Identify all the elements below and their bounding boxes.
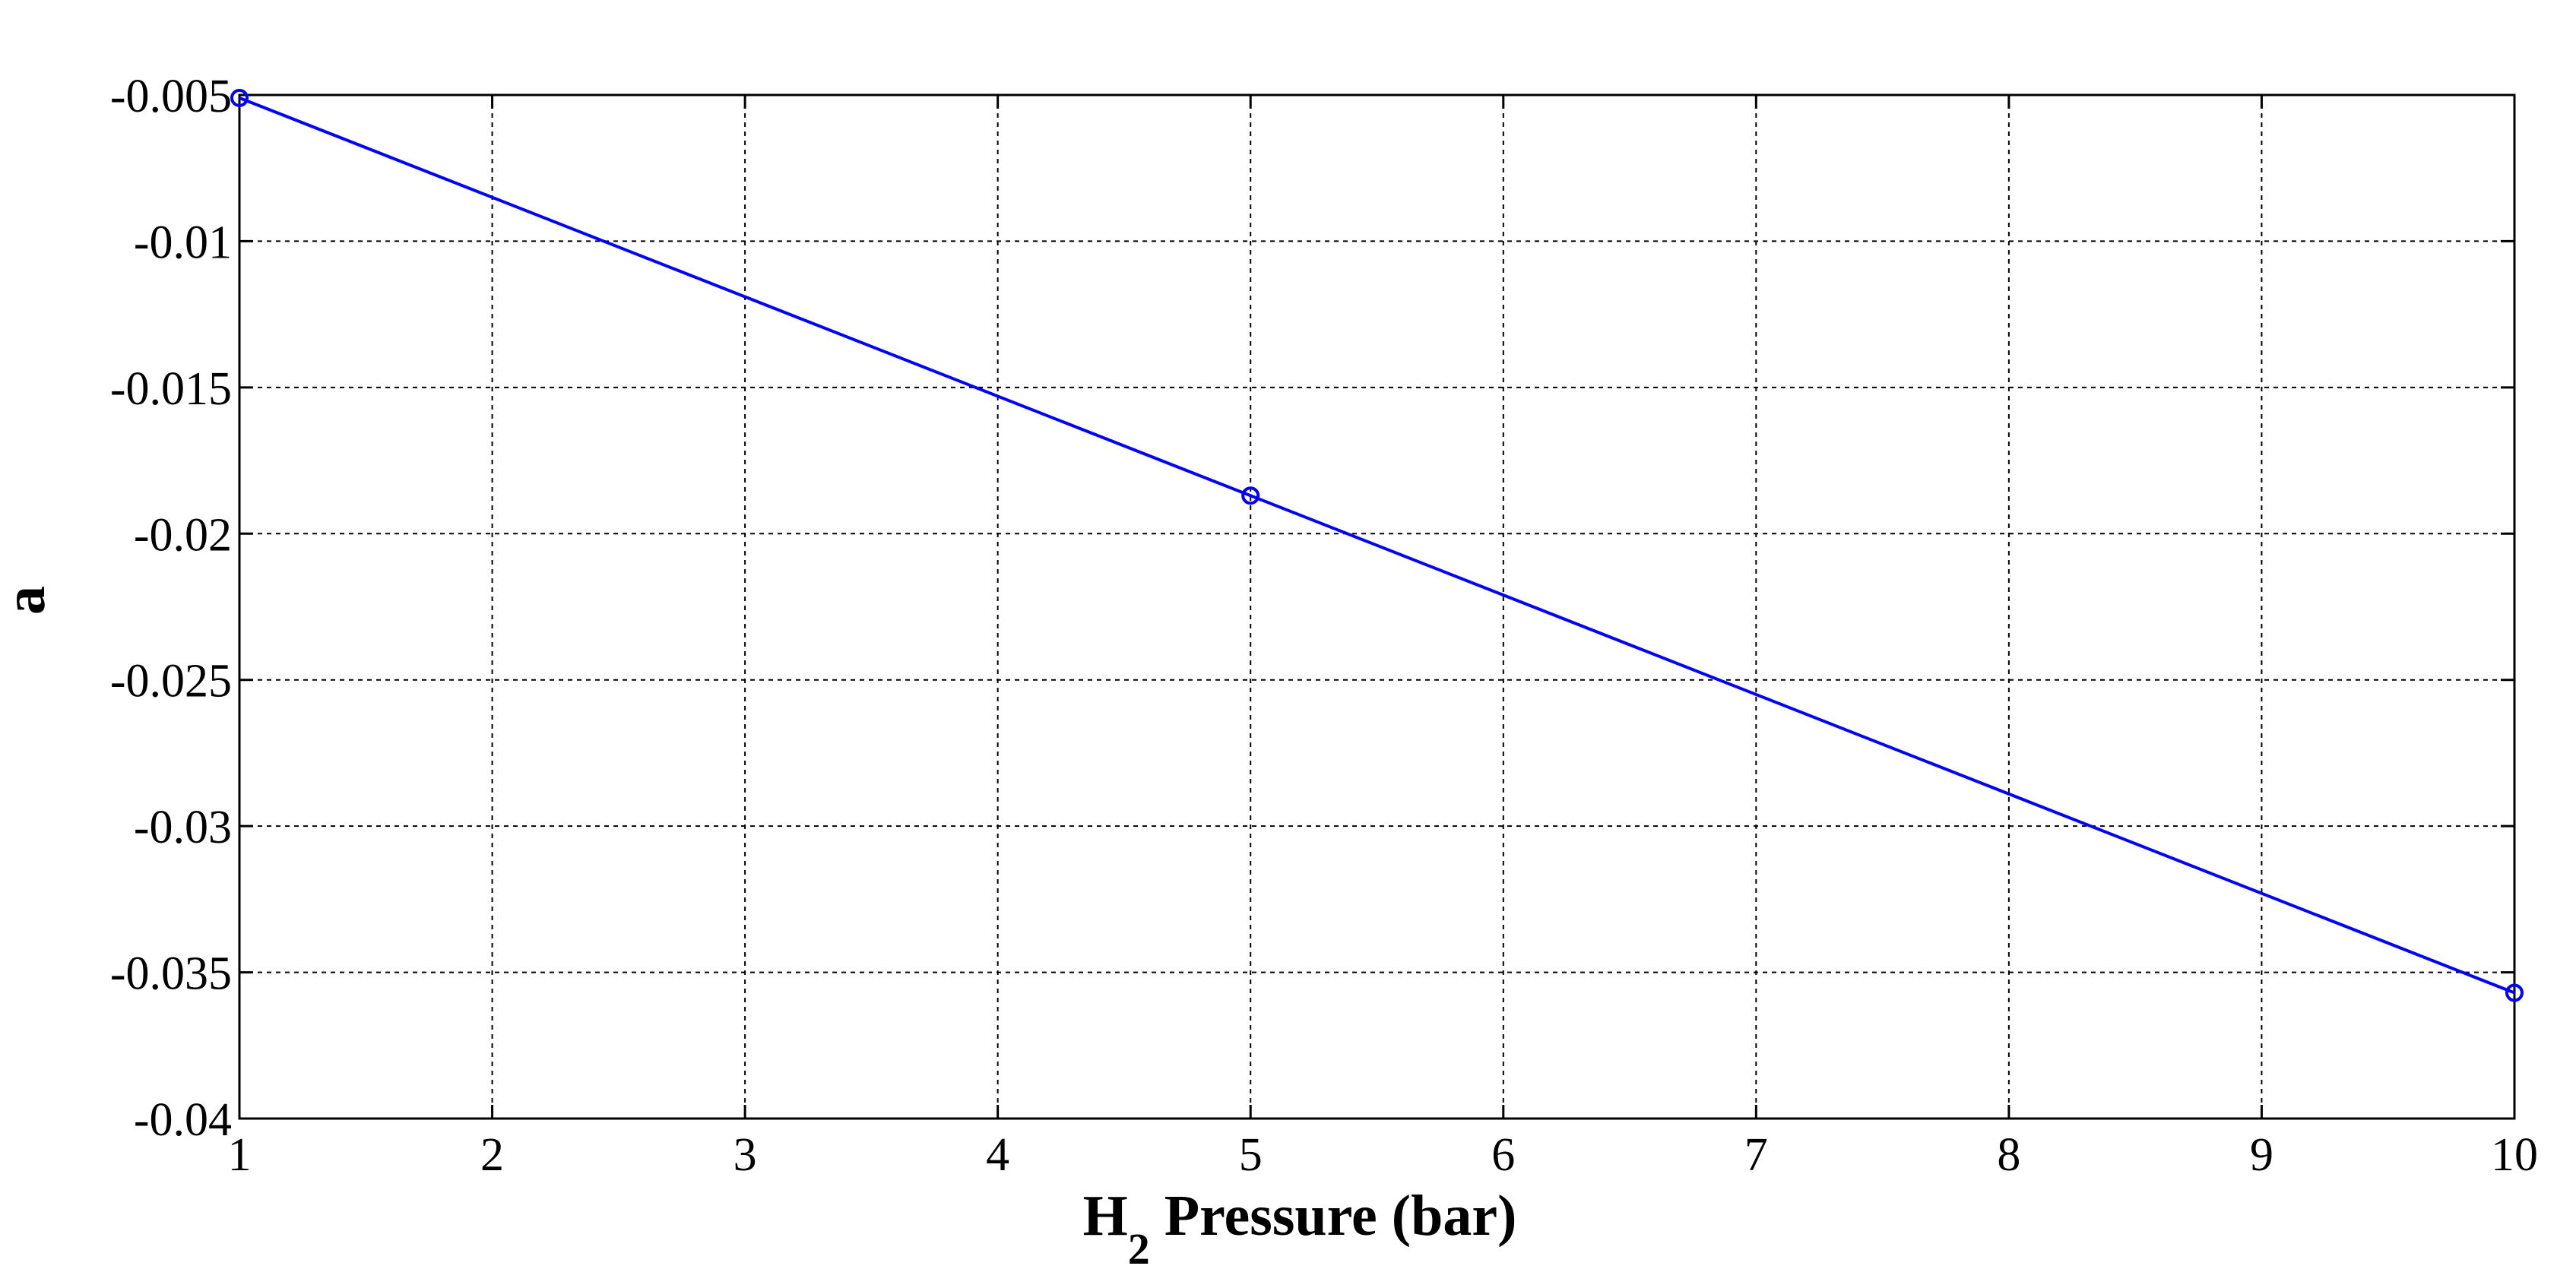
y-tick-label: -0.025 — [110, 656, 232, 707]
x-axis-label-subscript: 2 — [1128, 1224, 1150, 1274]
x-tick-label: 8 — [1997, 1129, 2020, 1181]
plot-frame — [238, 93, 2516, 1120]
y-tick-label: -0.005 — [110, 71, 232, 122]
y-tick-label: -0.04 — [134, 1094, 232, 1146]
x-tick-label: 2 — [480, 1129, 504, 1181]
x-tick-label: 1 — [228, 1129, 252, 1181]
x-tick-label: 6 — [1491, 1129, 1515, 1181]
y-tick-label: -0.035 — [110, 948, 232, 1000]
x-tick-label: 9 — [2250, 1129, 2273, 1181]
y-tick-label: -0.015 — [110, 363, 232, 415]
data-point-marker — [1241, 486, 1260, 505]
x-tick-label: 7 — [1744, 1129, 1768, 1181]
y-tick-label: -0.02 — [134, 509, 232, 561]
x-axis-label-main: H — [1083, 1184, 1128, 1248]
y-tick-label: -0.03 — [134, 802, 232, 853]
x-tick-label: 3 — [734, 1129, 757, 1181]
x-axis-label-rest: Pressure (bar) — [1150, 1184, 1517, 1248]
series-layer — [230, 88, 2524, 1002]
y-tick-label: -0.01 — [134, 217, 232, 268]
data-point-marker — [230, 88, 249, 107]
tick-marks — [238, 93, 2516, 1120]
x-tick-label: 5 — [1239, 1129, 1263, 1181]
x-tick-label: 4 — [986, 1129, 1009, 1181]
y-axis-label: a — [0, 586, 57, 615]
x-axis-label: H2 Pressure (bar) — [1083, 1184, 1517, 1274]
data-point-marker — [2505, 983, 2524, 1002]
series-line — [239, 96, 2515, 995]
grid-lines — [239, 95, 2514, 1119]
x-tick-label: 10 — [2491, 1129, 2538, 1181]
x-tick-labels: 1 2 3 4 5 6 7 8 9 10 — [228, 1129, 2539, 1181]
y-tick-labels: -0.005 -0.01 -0.015 -0.02 -0.025 -0.03 -0.035 -… — [110, 71, 232, 1146]
